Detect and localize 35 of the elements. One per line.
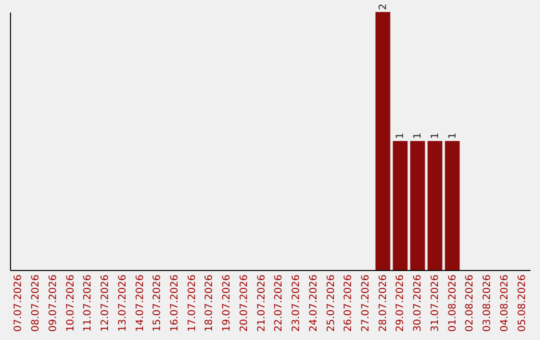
x-tick-label: 09.07.2026 <box>48 274 59 332</box>
x-tick-label: 08.07.2026 <box>30 274 42 332</box>
x-tick-label: 19.07.2026 <box>222 274 233 332</box>
data-label: 2 <box>378 4 389 10</box>
data-label: 1 <box>395 132 406 139</box>
x-tick-label: 21.07.2026 <box>256 274 268 332</box>
x-tick-label: 17.07.2026 <box>186 274 198 332</box>
x-tick-label: 20.07.2026 <box>238 274 250 332</box>
data-label: 1 <box>412 132 424 139</box>
x-tick-label: 25.07.2026 <box>326 274 337 332</box>
x-tick-label: 14.07.2026 <box>134 274 146 332</box>
x-tick-label: 31.07.2026 <box>430 274 441 332</box>
x-tick-label: 30.07.2026 <box>412 274 424 332</box>
x-tick-label: 22.07.2026 <box>274 274 285 332</box>
x-tick-label: 05.08.2026 <box>516 274 528 332</box>
x-tick-label: 10.07.2026 <box>65 274 76 332</box>
data-label: 1 <box>430 132 441 139</box>
x-tick-label: 27.07.2026 <box>360 274 372 332</box>
x-tick-label: 24.07.2026 <box>308 274 320 332</box>
x-tick-label: 16.07.2026 <box>170 274 181 332</box>
x-tick-label: 23.07.2026 <box>291 274 302 332</box>
data-label: 1 <box>447 132 458 139</box>
x-tick-label: 02.08.2026 <box>464 274 476 332</box>
x-tick-label: 03.08.2026 <box>482 274 494 332</box>
x-tick-label: 13.07.2026 <box>117 274 128 332</box>
x-tick-label: 15.07.2026 <box>152 274 164 332</box>
x-tick-label: 04.08.2026 <box>499 274 510 332</box>
x-tick-label: 29.07.2026 <box>395 274 406 332</box>
x-tick-label: 12.07.2026 <box>100 274 112 332</box>
x-tick-label: 01.08.2026 <box>447 274 458 332</box>
x-tick-label: 11.07.2026 <box>82 274 94 332</box>
x-tick-label: 26.07.2026 <box>343 274 354 332</box>
x-tick-label: 18.07.2026 <box>204 274 216 332</box>
x-tick-label: 28.07.2026 <box>378 274 389 332</box>
x-tick-label: 07.07.2026 <box>13 274 24 332</box>
